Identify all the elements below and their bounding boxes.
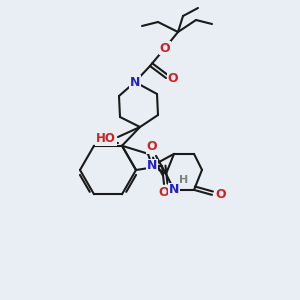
Text: O: O (216, 188, 226, 201)
Text: H: H (179, 175, 189, 185)
Text: O: O (147, 140, 157, 153)
Text: N: N (147, 159, 157, 172)
Text: HO: HO (96, 133, 116, 146)
Text: O: O (160, 41, 170, 55)
Text: O: O (159, 187, 169, 200)
Text: O: O (168, 73, 178, 85)
Text: N: N (130, 76, 140, 88)
Text: N: N (169, 183, 179, 196)
